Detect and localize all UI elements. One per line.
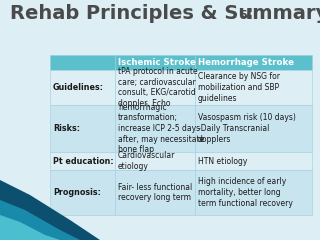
- Text: Rehab Principles & Summary: Rehab Principles & Summary: [10, 4, 320, 23]
- Text: Ischemic Stroke: Ischemic Stroke: [118, 58, 196, 67]
- Bar: [195, 152, 312, 170]
- Bar: [195, 105, 312, 152]
- Bar: [195, 170, 312, 215]
- Text: tPA protocol in acute
care; cardiovascular
consult, EKG/carotid
doppler, Echo: tPA protocol in acute care; cardiovascul…: [118, 67, 198, 108]
- Text: Risks:: Risks:: [53, 124, 80, 133]
- Text: HTN etiology: HTN etiology: [198, 156, 247, 166]
- Text: High incidence of early
mortality, better long
term functional recovery: High incidence of early mortality, bette…: [198, 177, 293, 208]
- Bar: [50, 105, 115, 152]
- Bar: [50, 170, 115, 215]
- Polygon shape: [0, 180, 100, 240]
- Bar: [50, 55, 115, 70]
- Text: :: :: [246, 4, 254, 23]
- Polygon shape: [0, 200, 80, 240]
- Text: Clearance by NSG for
mobilization and SBP
guidelines: Clearance by NSG for mobilization and SB…: [198, 72, 280, 103]
- Text: hemorrhagic
transformation;
increase ICP 2-5 days
after, may necessitate
bone fl: hemorrhagic transformation; increase ICP…: [118, 102, 204, 155]
- Text: Hemorrhage Stroke: Hemorrhage Stroke: [198, 58, 294, 67]
- Text: Fair- less functional
recovery long term: Fair- less functional recovery long term: [118, 183, 192, 202]
- Text: Vasospasm risk (10 days)
-Daily Transcranial
dopplers: Vasospasm risk (10 days) -Daily Transcra…: [198, 113, 296, 144]
- Text: Guidelines:: Guidelines:: [53, 83, 104, 92]
- Polygon shape: [0, 215, 60, 240]
- Bar: [195, 70, 312, 105]
- Bar: [195, 55, 312, 70]
- Bar: [50, 70, 115, 105]
- Bar: [115, 70, 195, 105]
- Bar: [115, 55, 195, 70]
- Text: Cardiovascular
etiology: Cardiovascular etiology: [118, 151, 175, 171]
- Text: Pt education:: Pt education:: [53, 156, 114, 166]
- Bar: [115, 152, 195, 170]
- Text: Prognosis:: Prognosis:: [53, 188, 101, 197]
- Text: 5: 5: [239, 10, 247, 20]
- Bar: [50, 152, 115, 170]
- Bar: [115, 105, 195, 152]
- Bar: [115, 170, 195, 215]
